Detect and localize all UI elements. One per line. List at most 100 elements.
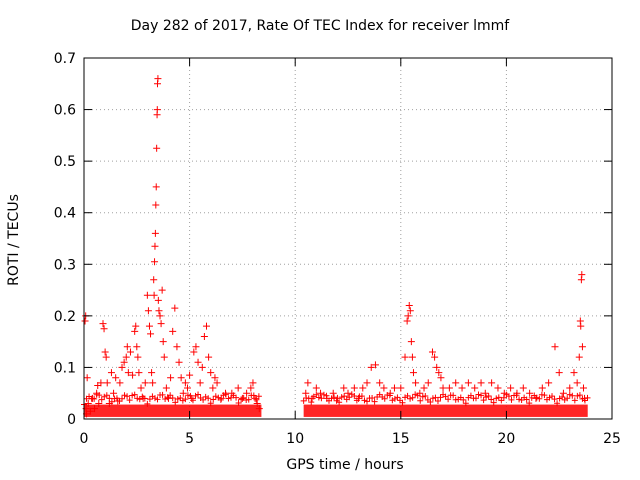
band-edge-point: [551, 396, 558, 403]
data-point: [488, 379, 496, 387]
data-point: [207, 369, 215, 377]
data-point: [409, 369, 417, 377]
data-point: [157, 320, 165, 328]
data-point: [420, 384, 428, 392]
band-edge-point: [541, 392, 548, 399]
data-point: [188, 394, 196, 402]
band-edge-point: [427, 399, 434, 406]
band-edge-point: [566, 391, 573, 398]
data-point: [471, 384, 479, 392]
x-tick-label: 5: [185, 431, 194, 447]
data-point: [151, 229, 159, 237]
band-edge-point: [113, 395, 120, 402]
data-point: [99, 320, 107, 328]
data-point: [424, 379, 432, 387]
y-tick-label: 0.5: [54, 154, 76, 170]
band-edge-point: [478, 392, 485, 399]
data-point: [404, 312, 412, 320]
data-point: [329, 389, 337, 397]
band-edge-point: [467, 392, 474, 399]
data-point: [175, 358, 183, 366]
band-edge-point: [533, 394, 540, 401]
band-edge-point: [483, 394, 490, 401]
data-point: [148, 369, 156, 377]
data-point: [173, 343, 181, 351]
data-point: [129, 371, 137, 379]
data-point: [84, 400, 92, 408]
data-point: [458, 384, 466, 392]
data-point: [91, 405, 99, 413]
data-point: [566, 384, 574, 392]
data-point: [317, 389, 325, 397]
data-point: [192, 343, 200, 351]
y-tick-label: 0: [67, 412, 76, 428]
data-point: [234, 384, 242, 392]
band-edge-point: [364, 398, 371, 405]
band-edge-point: [437, 394, 444, 401]
data-point: [124, 369, 132, 377]
data-point: [559, 389, 567, 397]
data-point: [367, 363, 375, 371]
data-point: [581, 394, 589, 402]
data-point: [158, 286, 166, 294]
data-point: [93, 389, 101, 397]
data-point: [196, 379, 204, 387]
data-point: [139, 394, 147, 402]
data-point: [86, 407, 94, 415]
data-point: [88, 394, 96, 402]
x-tick-label: 0: [80, 431, 89, 447]
data-point: [304, 379, 312, 387]
band-edge-point: [159, 391, 166, 398]
data-point: [481, 389, 489, 397]
data-point: [359, 384, 367, 392]
y-tick-label: 0.6: [54, 103, 76, 119]
data-point: [160, 353, 168, 361]
data-point: [194, 358, 202, 366]
band-edge-point: [121, 392, 128, 399]
data-point: [355, 394, 363, 402]
band-edge-point: [131, 391, 138, 398]
band-edge-point: [480, 397, 487, 404]
data-point: [159, 338, 167, 346]
band-edge-point: [338, 394, 345, 401]
band-edge-point: [564, 395, 571, 402]
data-point: [386, 389, 394, 397]
band-edge-point: [574, 392, 581, 399]
band-edge-point: [462, 400, 469, 407]
y-tick-label: 0.2: [54, 309, 76, 325]
band-edge-point: [255, 393, 262, 400]
band-edge-point: [549, 393, 556, 400]
x-tick-label: 20: [497, 431, 515, 447]
data-point: [205, 353, 213, 361]
band-edge-point: [493, 395, 500, 402]
data-point: [183, 384, 191, 392]
band-edge-point: [554, 400, 561, 407]
data-point: [120, 358, 128, 366]
data-point: [145, 322, 153, 330]
data-point: [532, 394, 540, 402]
x-tick-label: 10: [286, 431, 304, 447]
band-edge-point: [126, 397, 133, 404]
data-point: [100, 325, 108, 333]
data-point: [308, 394, 316, 402]
data-point: [150, 291, 158, 299]
data-point: [110, 389, 118, 397]
band-edge-point: [409, 394, 416, 401]
data-point: [141, 379, 149, 387]
band-edge-point: [184, 392, 191, 399]
data-point: [134, 353, 142, 361]
band-edge-point: [179, 397, 186, 404]
data-point: [211, 374, 219, 382]
band-edge-point: [505, 393, 512, 400]
data-point: [190, 348, 198, 356]
data-point: [153, 144, 161, 152]
data-point: [380, 384, 388, 392]
band-edge-point: [399, 399, 406, 406]
data-point: [105, 400, 113, 408]
band-edge-point: [488, 396, 495, 403]
band-edge-point: [369, 395, 376, 402]
data-point: [573, 379, 581, 387]
data-point: [122, 353, 130, 361]
band-edge-point: [210, 396, 217, 403]
data-point: [416, 389, 424, 397]
